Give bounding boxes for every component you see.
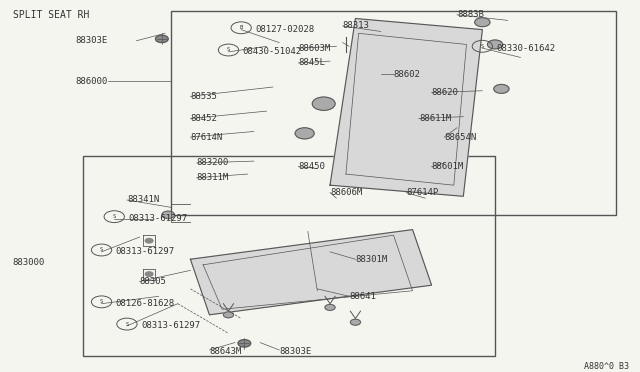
Text: 08126-81628: 08126-81628: [115, 299, 175, 308]
Text: 88303E: 88303E: [76, 36, 108, 45]
Text: 08430-51042: 08430-51042: [243, 47, 301, 56]
Circle shape: [145, 238, 153, 243]
Text: S: S: [481, 44, 484, 49]
Polygon shape: [330, 19, 483, 196]
Text: 8883B: 8883B: [457, 10, 484, 19]
Polygon shape: [191, 230, 431, 315]
Circle shape: [223, 312, 234, 318]
Text: 88641: 88641: [349, 292, 376, 301]
Text: S: S: [227, 48, 230, 52]
Text: 88313: 88313: [343, 22, 370, 31]
Text: 88452: 88452: [191, 114, 217, 123]
Bar: [172, 11, 616, 215]
Text: S: S: [113, 214, 116, 219]
Text: B: B: [239, 25, 243, 30]
Text: 88535: 88535: [191, 92, 217, 101]
Text: 88301M: 88301M: [355, 255, 388, 264]
Text: 88303E: 88303E: [279, 347, 312, 356]
Text: 08313-61297: 08313-61297: [115, 247, 175, 256]
Circle shape: [145, 272, 153, 276]
Circle shape: [312, 97, 335, 110]
Text: 88643M: 88643M: [209, 347, 242, 356]
Text: 88450: 88450: [298, 162, 325, 171]
Text: A880^0 B3: A880^0 B3: [584, 362, 629, 371]
Text: 886000: 886000: [76, 77, 108, 86]
Text: SPLIT SEAT RH: SPLIT SEAT RH: [13, 10, 89, 20]
Circle shape: [162, 211, 175, 218]
Circle shape: [494, 84, 509, 93]
Text: 883200: 883200: [196, 158, 229, 167]
Circle shape: [325, 304, 335, 310]
Text: 88602: 88602: [394, 70, 420, 78]
Circle shape: [295, 128, 314, 139]
Text: 88606M: 88606M: [330, 188, 362, 197]
Circle shape: [156, 35, 168, 42]
Text: S: S: [100, 299, 103, 304]
Circle shape: [475, 18, 490, 27]
Text: 87614N: 87614N: [191, 132, 223, 141]
Text: 88601M: 88601M: [431, 162, 464, 171]
Text: 08127-02028: 08127-02028: [255, 25, 314, 34]
Text: 88311M: 88311M: [196, 173, 229, 182]
Text: 88603M: 88603M: [298, 44, 330, 53]
Text: 08313-61297: 08313-61297: [141, 321, 200, 330]
Text: 883000: 883000: [13, 259, 45, 267]
Circle shape: [238, 340, 251, 347]
Text: S: S: [125, 321, 129, 327]
Text: S: S: [100, 247, 103, 253]
Text: 08313-61297: 08313-61297: [128, 214, 188, 223]
Circle shape: [488, 40, 502, 49]
Circle shape: [350, 319, 360, 325]
Text: 88305: 88305: [140, 277, 166, 286]
Bar: [83, 155, 495, 356]
Text: 88654N: 88654N: [444, 132, 477, 141]
Text: 88341N: 88341N: [127, 196, 159, 205]
Text: 08330-61642: 08330-61642: [496, 44, 556, 53]
Text: 8845L: 8845L: [298, 58, 325, 67]
Text: 88620: 88620: [431, 88, 458, 97]
Text: 87614P: 87614P: [406, 188, 438, 197]
Text: 88611M: 88611M: [419, 114, 451, 123]
